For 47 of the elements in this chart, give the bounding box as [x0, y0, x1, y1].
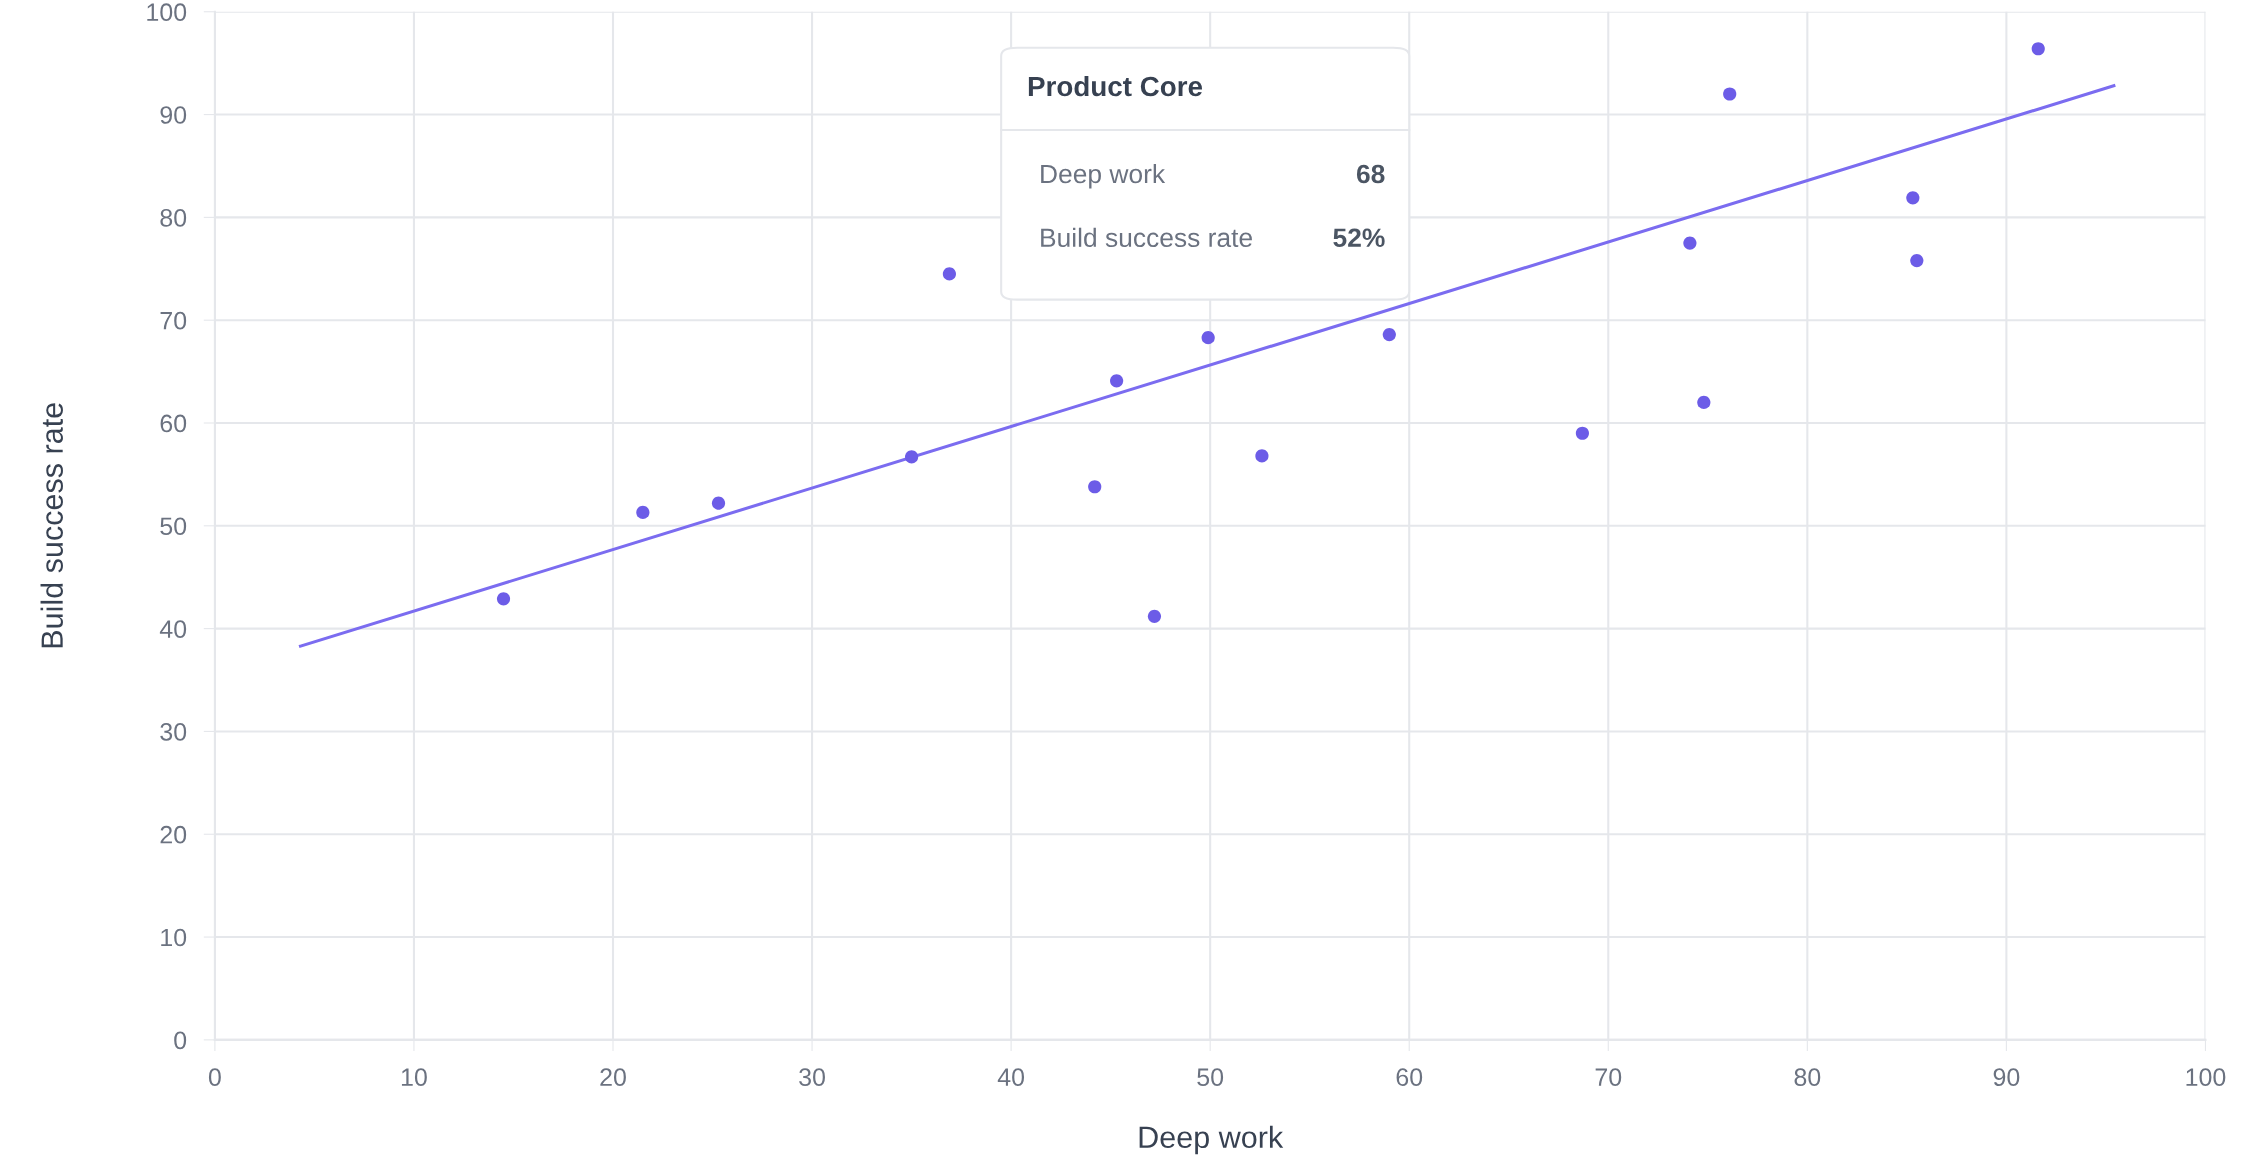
annotation: Build success rate: [1041, 227, 1252, 248]
point: [2031, 42, 2045, 56]
point: [942, 267, 956, 281]
y-tick-label: 100: [147, 3, 187, 22]
x-tick-label: 0: [208, 1068, 221, 1087]
y-tick-label: 30: [160, 723, 187, 741]
annotation: 68: [1356, 164, 1385, 184]
point: [1255, 449, 1269, 463]
point: [1110, 374, 1124, 388]
x-tick-label: 100: [2186, 1068, 2226, 1087]
point: [1723, 87, 1737, 101]
x-tick-label: 40: [997, 1068, 1025, 1087]
y-tick-label: 70: [160, 311, 187, 330]
point: [1201, 331, 1215, 345]
x-tick-label: 70: [1595, 1068, 1622, 1087]
point: [1683, 236, 1697, 250]
x-tick-label: 80: [1794, 1068, 1821, 1087]
y-tick-label: 10: [161, 928, 187, 947]
annotation: Deep work: [1041, 163, 1166, 189]
y-tick-label: 40: [159, 620, 187, 638]
y-tick-label: 20: [160, 825, 187, 844]
y-tick-label: 80: [160, 208, 187, 227]
x-tick-label: 50: [1197, 1068, 1224, 1087]
y-tick-label: 90: [160, 106, 187, 124]
y-tick-label: 50: [160, 517, 187, 536]
point: [711, 496, 726, 510]
point: [905, 450, 919, 464]
y-tick-label: 60: [160, 414, 187, 433]
y-axis-title: Build success rate: [40, 403, 63, 648]
point: [1697, 395, 1711, 410]
point: [1575, 426, 1589, 440]
x-tick-label: 10: [401, 1068, 427, 1087]
x-tick-label: 20: [600, 1068, 626, 1087]
point: [496, 592, 511, 606]
annotation: Product Core: [1028, 75, 1203, 97]
point: [1910, 253, 1924, 268]
x-tick-label: 30: [799, 1068, 825, 1087]
point: [1906, 191, 1920, 205]
annotation: 52%: [1333, 228, 1385, 248]
y-tick-label: 0: [174, 1031, 187, 1050]
point: [1382, 327, 1396, 342]
point: [636, 505, 650, 520]
point: [1147, 609, 1162, 623]
x-axis-title: Deep work: [1139, 1125, 1284, 1155]
x-tick-label: 60: [1396, 1068, 1423, 1087]
x-tick-label: 90: [1993, 1068, 2020, 1087]
point: [1088, 480, 1102, 494]
